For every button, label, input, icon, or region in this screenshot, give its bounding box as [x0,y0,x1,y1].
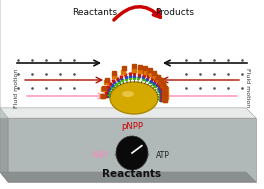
Polygon shape [0,108,8,182]
Text: Products: Products [155,8,195,17]
Text: Reactants: Reactants [72,8,117,17]
Polygon shape [0,0,8,118]
Ellipse shape [116,136,148,170]
Ellipse shape [110,82,158,114]
Ellipse shape [122,91,134,97]
Text: ATP: ATP [156,150,170,160]
Polygon shape [0,108,256,118]
Polygon shape [0,172,256,182]
FancyArrowPatch shape [114,7,160,20]
Ellipse shape [114,151,150,159]
Text: AMP: AMP [92,150,108,160]
Polygon shape [0,108,256,118]
Polygon shape [8,118,256,182]
Text: Reactants: Reactants [102,169,162,179]
Polygon shape [0,0,264,109]
Text: pNPP: pNPP [121,122,143,131]
Text: Fluid motion: Fluid motion [14,68,19,108]
Text: Fluid motion: Fluid motion [245,68,250,108]
